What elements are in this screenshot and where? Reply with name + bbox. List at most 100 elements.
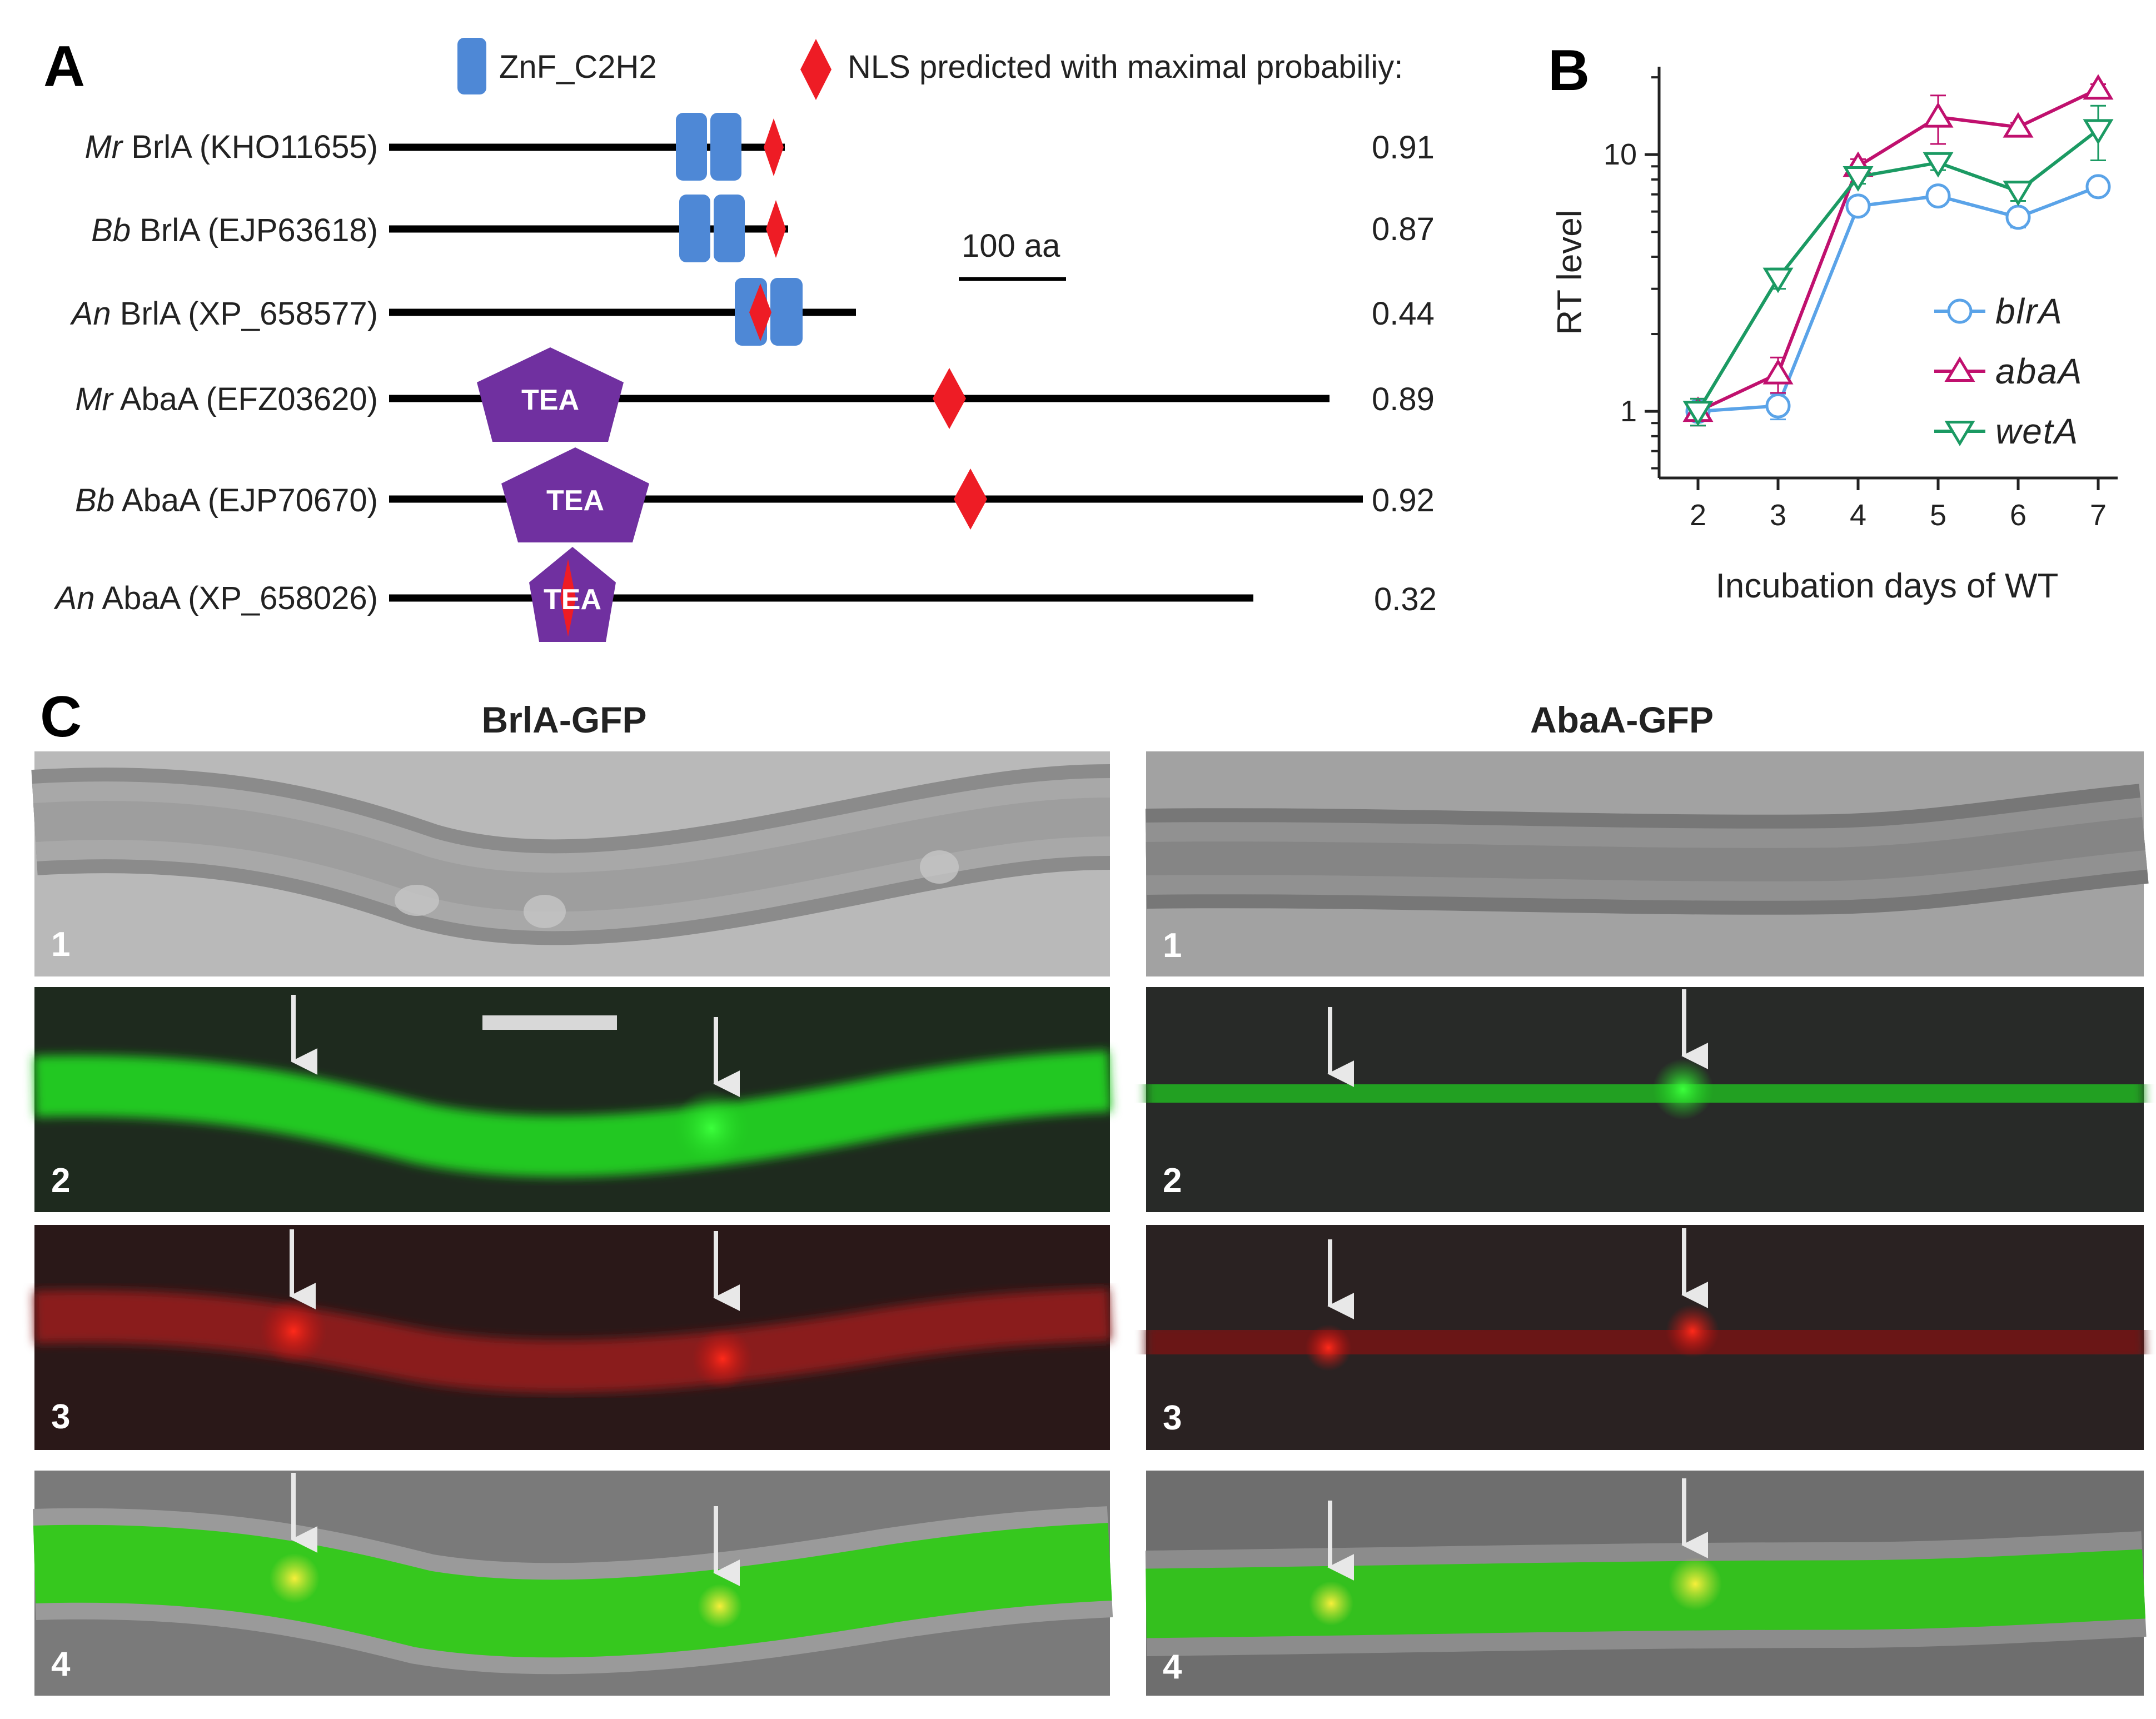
micrograph-brightfield: 1 bbox=[31, 751, 1111, 976]
micrograph-gfp: 2 bbox=[33, 987, 1112, 1212]
data-point bbox=[1762, 267, 1794, 293]
micrograph-number: 3 bbox=[51, 1398, 70, 1436]
nls-diamond-icon bbox=[800, 39, 831, 100]
legend-marker-icon bbox=[1947, 298, 1973, 324]
legend-znf-label: ZnF_C2H2 bbox=[499, 49, 657, 85]
nls-probability: 0.89 bbox=[1372, 381, 1435, 417]
protein-species: Bb bbox=[75, 482, 114, 519]
tea-domain-label: TEA bbox=[544, 584, 601, 616]
data-point bbox=[2005, 205, 2031, 230]
column-title-brla-gfp: BrlA-GFP bbox=[482, 699, 647, 740]
nls-diamond-icon bbox=[749, 283, 771, 341]
legend-nls-label: NLS predicted with maximal probabiliy: bbox=[848, 49, 1403, 85]
data-point bbox=[1845, 193, 1871, 219]
nls-probability: 0.87 bbox=[1372, 211, 1435, 247]
panel-a-letter: A bbox=[43, 34, 85, 99]
data-point bbox=[2083, 119, 2114, 145]
protein-label: Mr AbaA (EFZ03620) bbox=[75, 381, 378, 417]
znf-domain-icon bbox=[710, 113, 741, 181]
rt-level-chart: RT level Incubation days of WT 2 3 4 5 6 7 1 10… bbox=[1551, 67, 2118, 605]
protein-name: AbaA (XP_658026) bbox=[94, 580, 378, 616]
znf-domain-icon bbox=[714, 195, 745, 262]
data-point bbox=[1765, 393, 1791, 418]
micrograph-red: 3 bbox=[1146, 1225, 2145, 1450]
protein-name: AbaA (EJP70670) bbox=[114, 482, 378, 519]
data-point bbox=[2083, 74, 2114, 100]
x-tick-label: 3 bbox=[1770, 499, 1786, 532]
protein-label: An BrlA (XP_658577) bbox=[70, 296, 378, 332]
micrograph-number: 4 bbox=[51, 1645, 71, 1683]
legend-marker-icon bbox=[1944, 356, 1975, 382]
x-tick-label: 4 bbox=[1850, 499, 1866, 532]
micrograph-number: 1 bbox=[1163, 926, 1182, 965]
tea-domain-icon bbox=[501, 447, 649, 542]
legend-label: wetA bbox=[1995, 411, 2079, 451]
x-tick-label: 5 bbox=[1930, 499, 1946, 532]
data-point bbox=[2003, 181, 2034, 206]
x-tick-label: 7 bbox=[2090, 499, 2107, 532]
micrograph-number: 1 bbox=[51, 925, 70, 964]
series-line bbox=[1697, 185, 2099, 413]
znf-domain-icon bbox=[679, 195, 710, 262]
y-axis-title: RT level bbox=[1551, 210, 1589, 335]
protein-name: BrlA (XP_658577) bbox=[111, 296, 378, 332]
series-line bbox=[1697, 87, 2099, 413]
x-tick-label: 6 bbox=[2010, 499, 2026, 532]
y-tick-label: 1 bbox=[1620, 395, 1637, 428]
micrograph-gfp: 2 bbox=[1146, 987, 2145, 1212]
micrograph-number: 4 bbox=[1163, 1648, 1182, 1686]
nls-diamond-icon bbox=[954, 469, 987, 530]
y-tick-label: 10 bbox=[1604, 138, 1637, 171]
tea-domain-icon bbox=[477, 347, 624, 442]
nls-probability: 0.91 bbox=[1372, 129, 1435, 166]
protein-row: Bb BrlA (EJP63618) 0.87 bbox=[91, 195, 1435, 262]
nls-diamond-icon bbox=[766, 200, 786, 258]
nls-probability: 0.92 bbox=[1372, 482, 1435, 519]
nls-diamond-icon bbox=[933, 368, 966, 429]
x-tick-label: 2 bbox=[1690, 499, 1706, 532]
protein-species: Mr bbox=[84, 129, 123, 165]
panel-a: A ZnF_C2H2 NLS predicted with maximal pr… bbox=[43, 34, 1437, 642]
nls-diamond-icon bbox=[560, 559, 576, 637]
protein-row: An BrlA (XP_658577) 0.44 bbox=[70, 278, 1435, 346]
data-point bbox=[1925, 183, 1951, 209]
nls-probability: 0.44 bbox=[1372, 296, 1435, 332]
chart-series bbox=[1682, 74, 2114, 427]
protein-row: An AbaA (XP_658026) TEA 0.32 bbox=[54, 547, 1437, 642]
series-abaA bbox=[1682, 74, 2114, 427]
micrograph-number: 2 bbox=[1163, 1162, 1182, 1200]
protein-row: Bb AbaA (EJP70670) TEA 0.92 bbox=[75, 447, 1435, 542]
protein-name: BrlA (KHO11655) bbox=[122, 129, 378, 165]
series-wetA bbox=[1682, 104, 2114, 427]
protein-name: BrlA (EJP63618) bbox=[131, 212, 378, 248]
panel-c: C BrlA-GFP AbaA-GFP 1 2 bbox=[31, 685, 2149, 1696]
legend-label: abaA bbox=[1995, 351, 2083, 391]
panel-b-letter: B bbox=[1548, 38, 1590, 103]
legend-marker-icon bbox=[1944, 421, 1975, 446]
data-point bbox=[1762, 358, 1794, 385]
protein-name: AbaA (EFZ03620) bbox=[113, 381, 378, 417]
tea-domain-label: TEA bbox=[546, 485, 604, 517]
panel-c-letter: C bbox=[40, 685, 82, 749]
znf-domain-icon bbox=[770, 278, 803, 346]
micrograph-merge: 4 bbox=[1145, 1471, 2147, 1696]
x-axis-title: Incubation days of WT bbox=[1716, 567, 2059, 605]
data-point bbox=[2085, 174, 2111, 200]
protein-species: Bb bbox=[91, 212, 131, 248]
protein-species: An bbox=[70, 296, 111, 332]
protein-row: Mr BrlA (KHO11655) 0.91 bbox=[84, 113, 1435, 181]
data-point bbox=[1923, 102, 1954, 128]
chart-ticks: 2 3 4 5 6 7 1 10 bbox=[1604, 76, 2107, 532]
protein-label: Bb AbaA (EJP70670) bbox=[75, 482, 378, 519]
tea-domain-label: TEA bbox=[521, 384, 579, 416]
panel-b: B RT level Incubation days of WT 2 3 4 5 6 7 1… bbox=[1548, 38, 2118, 605]
znf-domain-icon bbox=[457, 38, 486, 94]
data-point bbox=[1843, 166, 1874, 192]
nls-diamond-icon bbox=[764, 118, 784, 176]
znf-domain-icon bbox=[676, 113, 707, 181]
protein-species: An bbox=[54, 580, 95, 616]
protein-label: An AbaA (XP_658026) bbox=[54, 580, 378, 616]
micrograph-merge: 4 bbox=[33, 1471, 1113, 1696]
protein-label: Bb BrlA (EJP63618) bbox=[91, 212, 378, 248]
